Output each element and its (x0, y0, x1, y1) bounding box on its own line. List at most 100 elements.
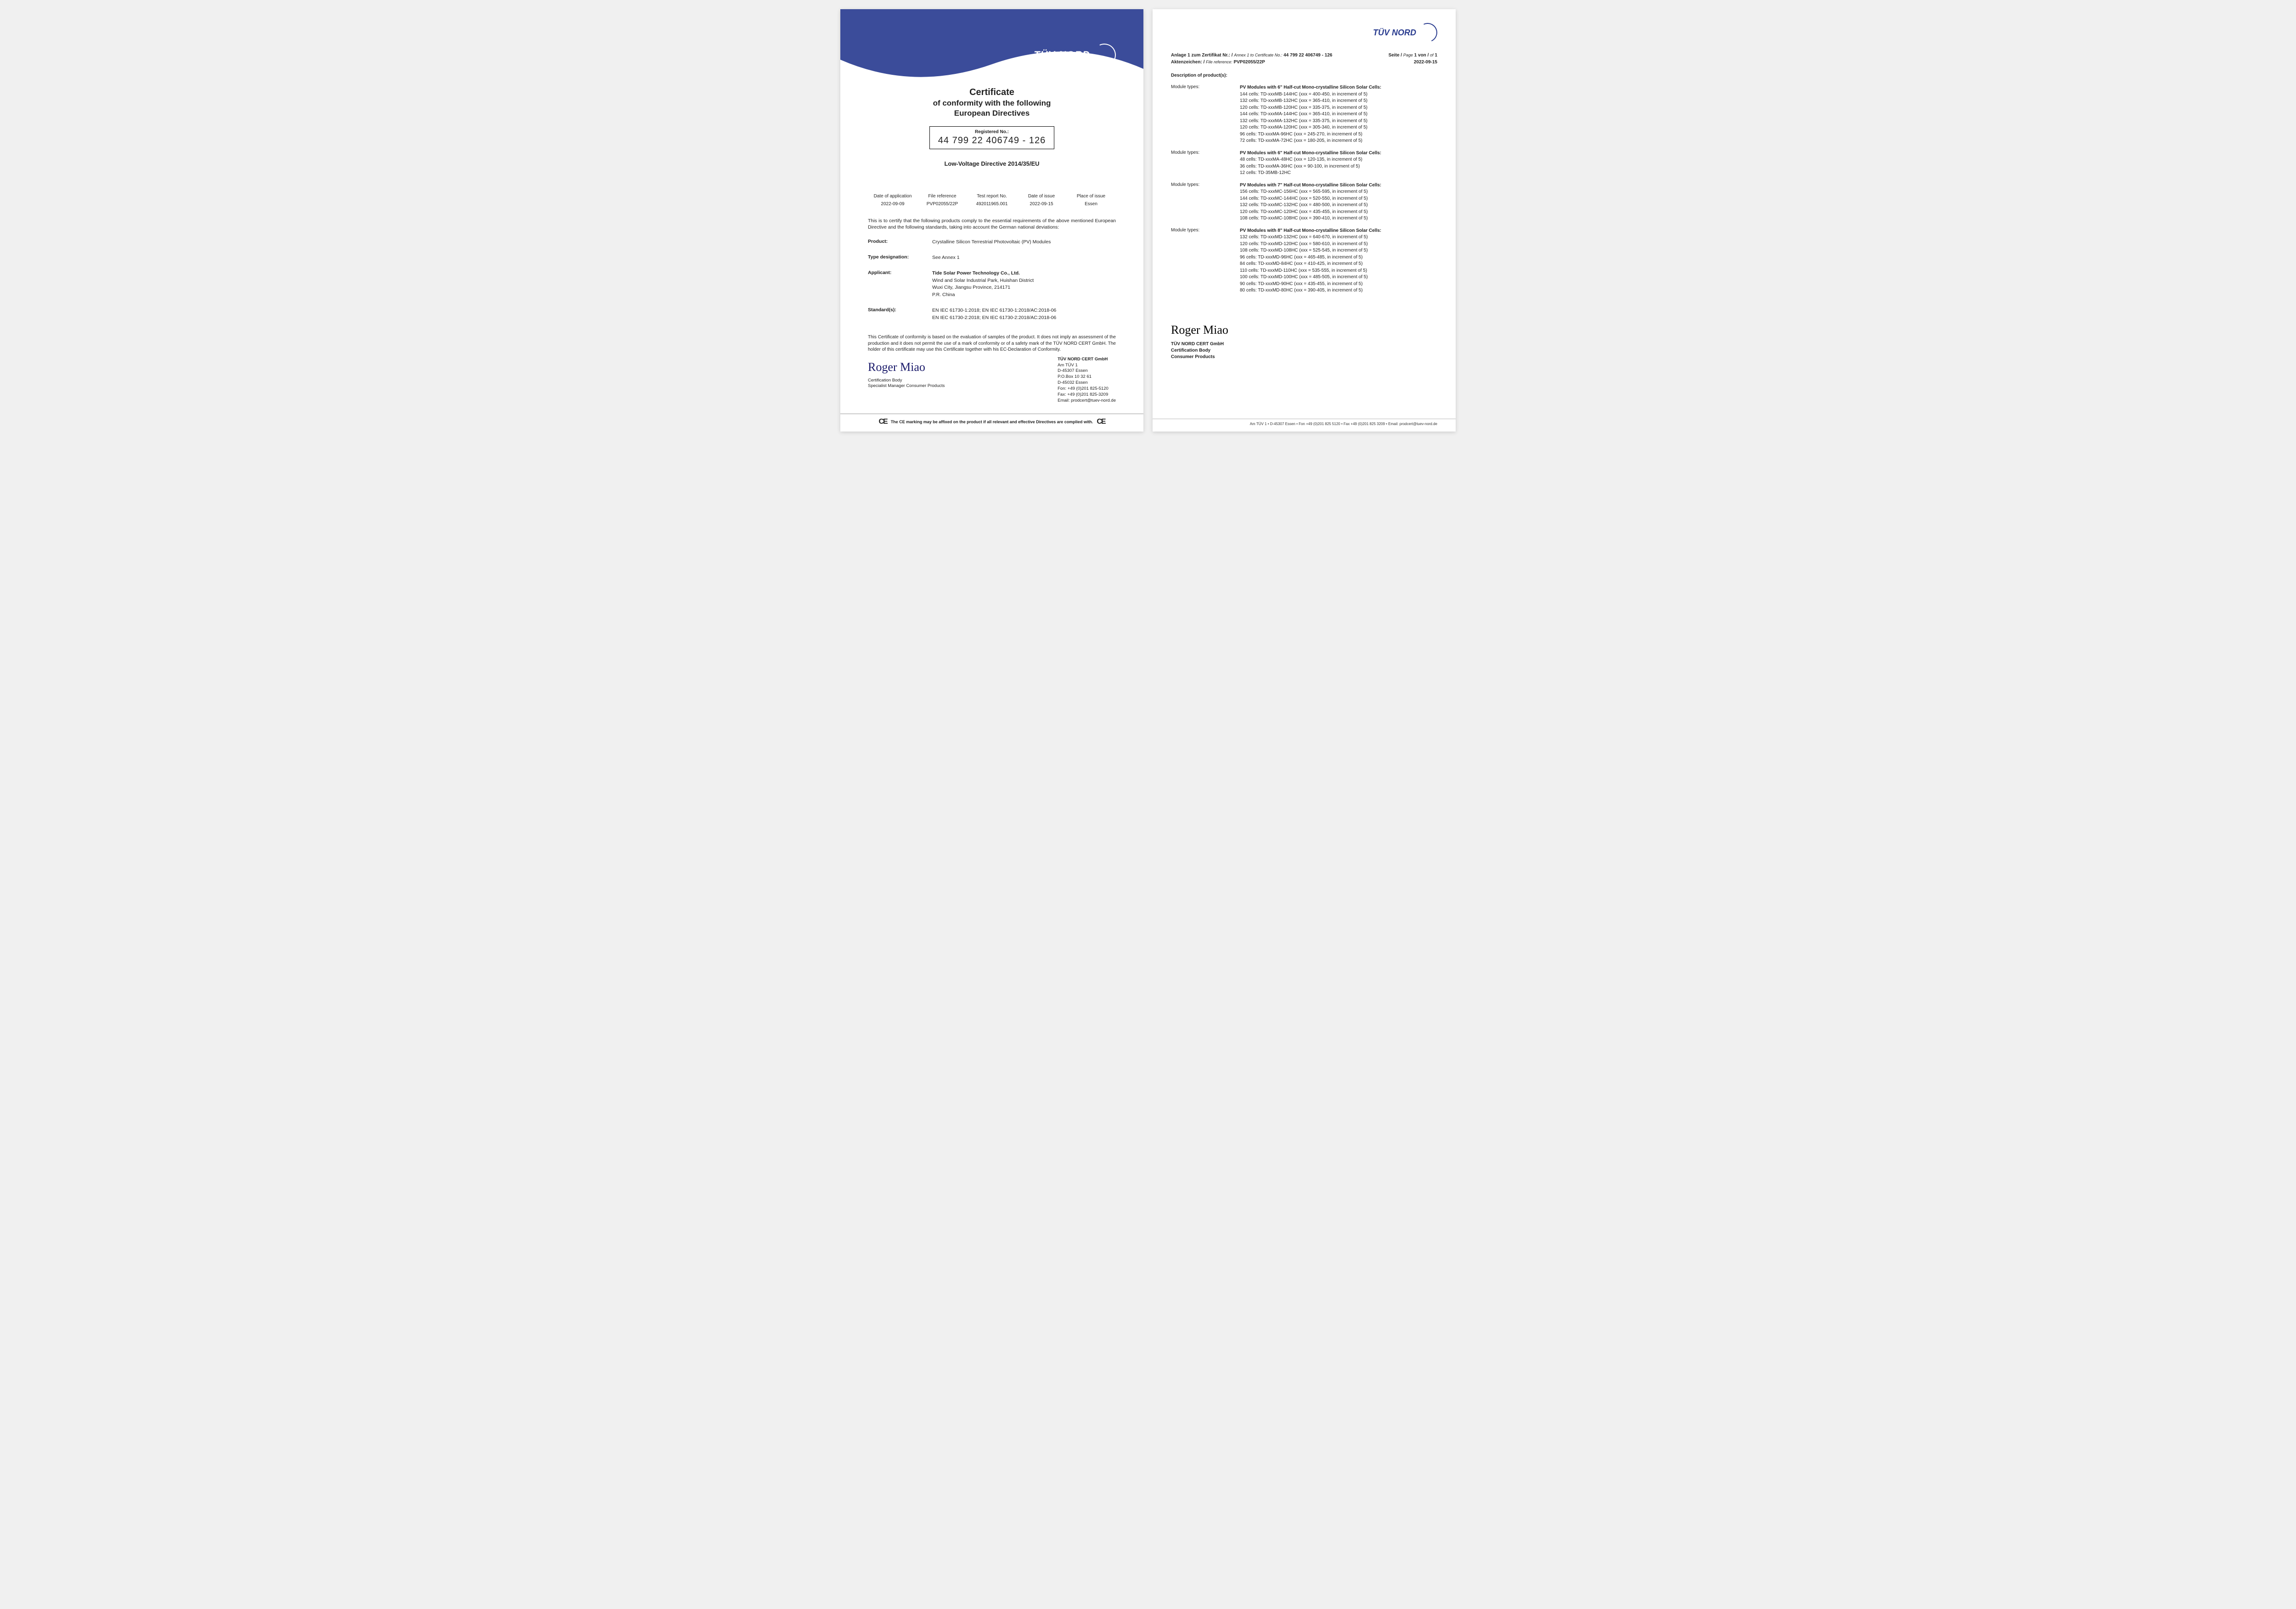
sig-role-1: Certification Body (868, 378, 945, 383)
meta-v-0: 2022-09-09 (868, 202, 917, 207)
module-line: 132 cells: TD-xxxMD-132HC (xxx = 640-670… (1240, 234, 1437, 241)
meta-v-1: PVP02055/22P (917, 202, 967, 207)
registration-box: Registered No.: 44 799 22 406749 - 126 (929, 126, 1054, 149)
module-line: 156 cells: TD-xxxMC-156HC (xxx = 565-595… (1240, 189, 1437, 196)
module-line: 132 cells: TD-xxxMB-132HC (xxx = 365-410… (1240, 98, 1437, 105)
logo-arc-icon (1090, 40, 1119, 70)
signature-row: Roger Miao Certification Body Specialist… (868, 357, 1116, 404)
fileref-label-en: File reference: (1206, 60, 1232, 64)
module-type-block: Module types:PV Modules with 8" Half-cut… (1171, 228, 1437, 294)
module-line: 120 cells: TD-xxxMA-120HC (xxx = 305-340… (1240, 124, 1437, 131)
p2-date: 2022-09-15 (1414, 60, 1437, 65)
issuer-line-0: TÜV NORD CERT GmbH (1058, 357, 1116, 363)
module-type-label: Module types: (1171, 150, 1240, 177)
standards-line-0: EN IEC 61730-1:2018; EN IEC 61730-1:2018… (932, 308, 1056, 313)
signature-left: Roger Miao Certification Body Specialist… (868, 357, 945, 404)
fileref-value: PVP02055/22P (1233, 60, 1265, 65)
meta-h-0: Date of application (868, 194, 917, 199)
logo-arc-icon-p2 (1415, 20, 1440, 45)
module-line: 12 cells: TD-35MB-12HC (1240, 170, 1437, 177)
module-type-label: Module types: (1171, 228, 1240, 294)
certificate-page-2: TÜV NORD Anlage 1 zum Zertifikat Nr.: / … (1153, 9, 1456, 432)
module-line: 120 cells: TD-xxxMD-120HC (xxx = 580-610… (1240, 241, 1437, 248)
meta-v-3: 2022-09-15 (1017, 202, 1066, 207)
type-value: See Annex 1 (932, 254, 1116, 262)
issuer-line-2: D-45307 Essen (1058, 368, 1116, 374)
signature-block-p2: Roger Miao TÜV NORD CERT GmbH Certificat… (1171, 322, 1437, 360)
module-line: 132 cells: TD-xxxMC-132HC (xxx = 480-500… (1240, 202, 1437, 209)
module-line: 96 cells: TD-xxxMA-96HC (xxx = 245-270, … (1240, 131, 1437, 138)
module-line: 72 cells: TD-xxxMA-72HC (xxx = 180-205, … (1240, 138, 1437, 145)
registration-label: Registered No.: (938, 129, 1046, 135)
module-line: 108 cells: TD-xxxMC-108HC (xxx = 390-410… (1240, 215, 1437, 222)
module-type-value: PV Modules with 7" Half-cut Mono-crystal… (1240, 182, 1437, 222)
module-line: 120 cells: TD-xxxMC-120HC (xxx = 435-455… (1240, 209, 1437, 216)
logo-text-p2: TÜV NORD (1373, 28, 1416, 38)
registration-number: 44 799 22 406749 - 126 (938, 135, 1046, 146)
issuer-line-6: Fax: +49 (0)201 825-3209 (1058, 392, 1116, 398)
p2-header-row-1: Anlage 1 zum Zertifikat Nr.: / Annex 1 t… (1171, 53, 1437, 58)
page2-content: Anlage 1 zum Zertifikat Nr.: / Annex 1 t… (1153, 9, 1456, 365)
issuer-line-5: Fon: +49 (0)201 825-5120 (1058, 386, 1116, 392)
module-line: 110 cells: TD-xxxMD-110HC (xxx = 535-555… (1240, 268, 1437, 275)
module-line: 132 cells: TD-xxxMA-132HC (xxx = 335-375… (1240, 118, 1437, 125)
signature-script: Roger Miao (868, 360, 945, 374)
module-line: 144 cells: TD-xxxMC-144HC (xxx = 520-550… (1240, 196, 1437, 202)
product-label: Product: (868, 239, 932, 246)
page-label-d: of (1430, 53, 1434, 57)
sig2-line-1: Certification Body (1171, 348, 1210, 353)
description-heading: Description of product(s): (1171, 73, 1437, 78)
module-group-heading: PV Modules with 8" Half-cut Mono-crystal… (1240, 228, 1437, 235)
title-line-2: of conformity with the following (840, 99, 1143, 108)
module-type-block: Module types:PV Modules with 6" Half-cut… (1171, 150, 1437, 177)
applicant-line-3: P.R. China (932, 292, 955, 297)
module-line: 120 cells: TD-xxxMB-120HC (xxx = 335-375… (1240, 105, 1437, 112)
module-group-heading: PV Modules with 6" Half-cut Mono-crystal… (1240, 150, 1437, 157)
annex-label-en: Annex 1 to Certificate No.: (1234, 53, 1282, 57)
type-label: Type designation: (868, 254, 932, 262)
module-line: 90 cells: TD-xxxMD-90HC (xxx = 435-455, … (1240, 281, 1437, 288)
module-group-heading: PV Modules with 7" Half-cut Mono-crystal… (1240, 182, 1437, 189)
meta-h-3: Date of issue (1017, 194, 1066, 199)
issuer-line-7: Email: prodcert@tuev-nord.de (1058, 398, 1116, 404)
module-line: 48 cells: TD-xxxMA-48HC (xxx = 120-135, … (1240, 157, 1437, 163)
page-label-e: 1 (1435, 53, 1437, 58)
module-line: 80 cells: TD-xxxMD-80HC (xxx = 390-405, … (1240, 287, 1437, 294)
meta-v-2: 492011965.001 (967, 202, 1017, 207)
applicant-line-2: Wuxi City, Jiangsu Province, 214171 (932, 285, 1010, 290)
meta-row: Date of application 2022-09-09 File refer… (868, 194, 1116, 207)
page2-footer: Am TÜV 1 • D-45307 Essen • Fon +49 (0)20… (1153, 419, 1456, 426)
meta-h-2: Test report No. (967, 194, 1017, 199)
standards-line-1: EN IEC 61730-2:2018; EN IEC 61730-2:2018… (932, 315, 1056, 320)
meta-h-1: File reference (917, 194, 967, 199)
module-type-block: Module types:PV Modules with 6" Half-cut… (1171, 84, 1437, 145)
applicant-line-0: Tide Solar Power Technology Co., Ltd. (932, 270, 1020, 276)
page1-content: Date of application 2022-09-09 File refer… (840, 167, 1143, 408)
annex-cert-no: 44 799 22 406749 - 126 (1283, 53, 1332, 58)
intro-paragraph: This is to certify that the following pr… (868, 218, 1116, 230)
module-line: 84 cells: TD-xxxMD-84HC (xxx = 410-425, … (1240, 261, 1437, 268)
page-label-a: Seite / (1389, 53, 1402, 58)
issuer-line-4: D-45032 Essen (1058, 380, 1116, 386)
ce-mark-left-icon: CE (878, 418, 887, 426)
title-line-3: European Directives (840, 109, 1143, 118)
standards-label: Standard(s): (868, 307, 932, 322)
module-type-value: PV Modules with 6" Half-cut Mono-crystal… (1240, 84, 1437, 145)
fileref-label: Aktenzeichen: / (1171, 60, 1204, 65)
tuv-nord-logo-p2: TÜV NORD (1373, 23, 1437, 42)
directive-text: Low-Voltage Directive 2014/35/EU (840, 160, 1143, 167)
applicant-line-1: Wind and Solar Industrial Park, Huishan … (932, 278, 1034, 283)
signature-script-p2: Roger Miao (1171, 322, 1437, 338)
module-groups-container: Module types:PV Modules with 6" Half-cut… (1171, 84, 1437, 294)
logo-text: TÜV NORD (1034, 49, 1090, 61)
sig-role-2: Specialist Manager Consumer Products (868, 383, 945, 389)
annex-label: Anlage 1 zum Zertifikat Nr.: / (1171, 53, 1232, 58)
ce-mark-right-icon: CE (1097, 418, 1105, 426)
applicant-label: Applicant: (868, 270, 932, 299)
module-type-value: PV Modules with 8" Half-cut Mono-crystal… (1240, 228, 1437, 294)
page1-footer: CE The CE marking may be affixed on the … (840, 414, 1143, 426)
module-type-label: Module types: (1171, 182, 1240, 222)
module-type-value: PV Modules with 6" Half-cut Mono-crystal… (1240, 150, 1437, 177)
issuer-line-3: P.O.Box 10 32 61 (1058, 374, 1116, 380)
module-line: 108 cells: TD-xxxMD-108HC (xxx = 525-545… (1240, 247, 1437, 254)
